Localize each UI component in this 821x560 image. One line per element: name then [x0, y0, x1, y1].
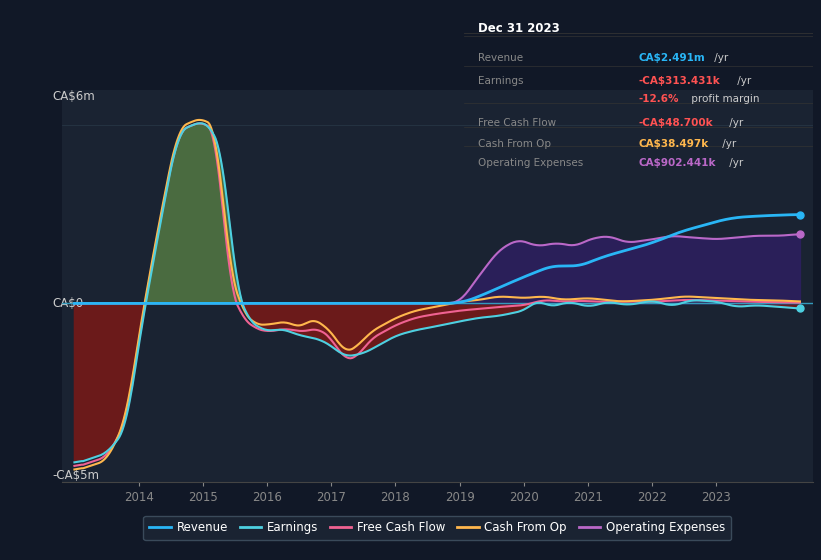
Text: CA$2.491m: CA$2.491m [639, 53, 705, 63]
Text: CA$0: CA$0 [52, 297, 83, 310]
Text: /yr: /yr [718, 139, 736, 149]
Text: /yr: /yr [711, 53, 728, 63]
Text: Operating Expenses: Operating Expenses [478, 158, 583, 168]
Text: -CA$313.431k: -CA$313.431k [639, 77, 720, 86]
Text: -CA$48.700k: -CA$48.700k [639, 118, 713, 128]
Text: Revenue: Revenue [478, 53, 523, 63]
Text: Earnings: Earnings [478, 77, 523, 86]
Text: /yr: /yr [727, 158, 744, 168]
Text: CA$6m: CA$6m [52, 90, 94, 102]
Legend: Revenue, Earnings, Free Cash Flow, Cash From Op, Operating Expenses: Revenue, Earnings, Free Cash Flow, Cash … [144, 516, 731, 540]
Text: profit margin: profit margin [688, 94, 759, 104]
Text: Free Cash Flow: Free Cash Flow [478, 118, 556, 128]
Text: CA$38.497k: CA$38.497k [639, 139, 709, 149]
Text: Cash From Op: Cash From Op [478, 139, 551, 149]
Text: /yr: /yr [734, 77, 751, 86]
Text: -CA$5m: -CA$5m [52, 469, 99, 482]
Text: CA$902.441k: CA$902.441k [639, 158, 716, 168]
Text: /yr: /yr [727, 118, 744, 128]
Text: -12.6%: -12.6% [639, 94, 679, 104]
Text: Dec 31 2023: Dec 31 2023 [478, 22, 560, 35]
